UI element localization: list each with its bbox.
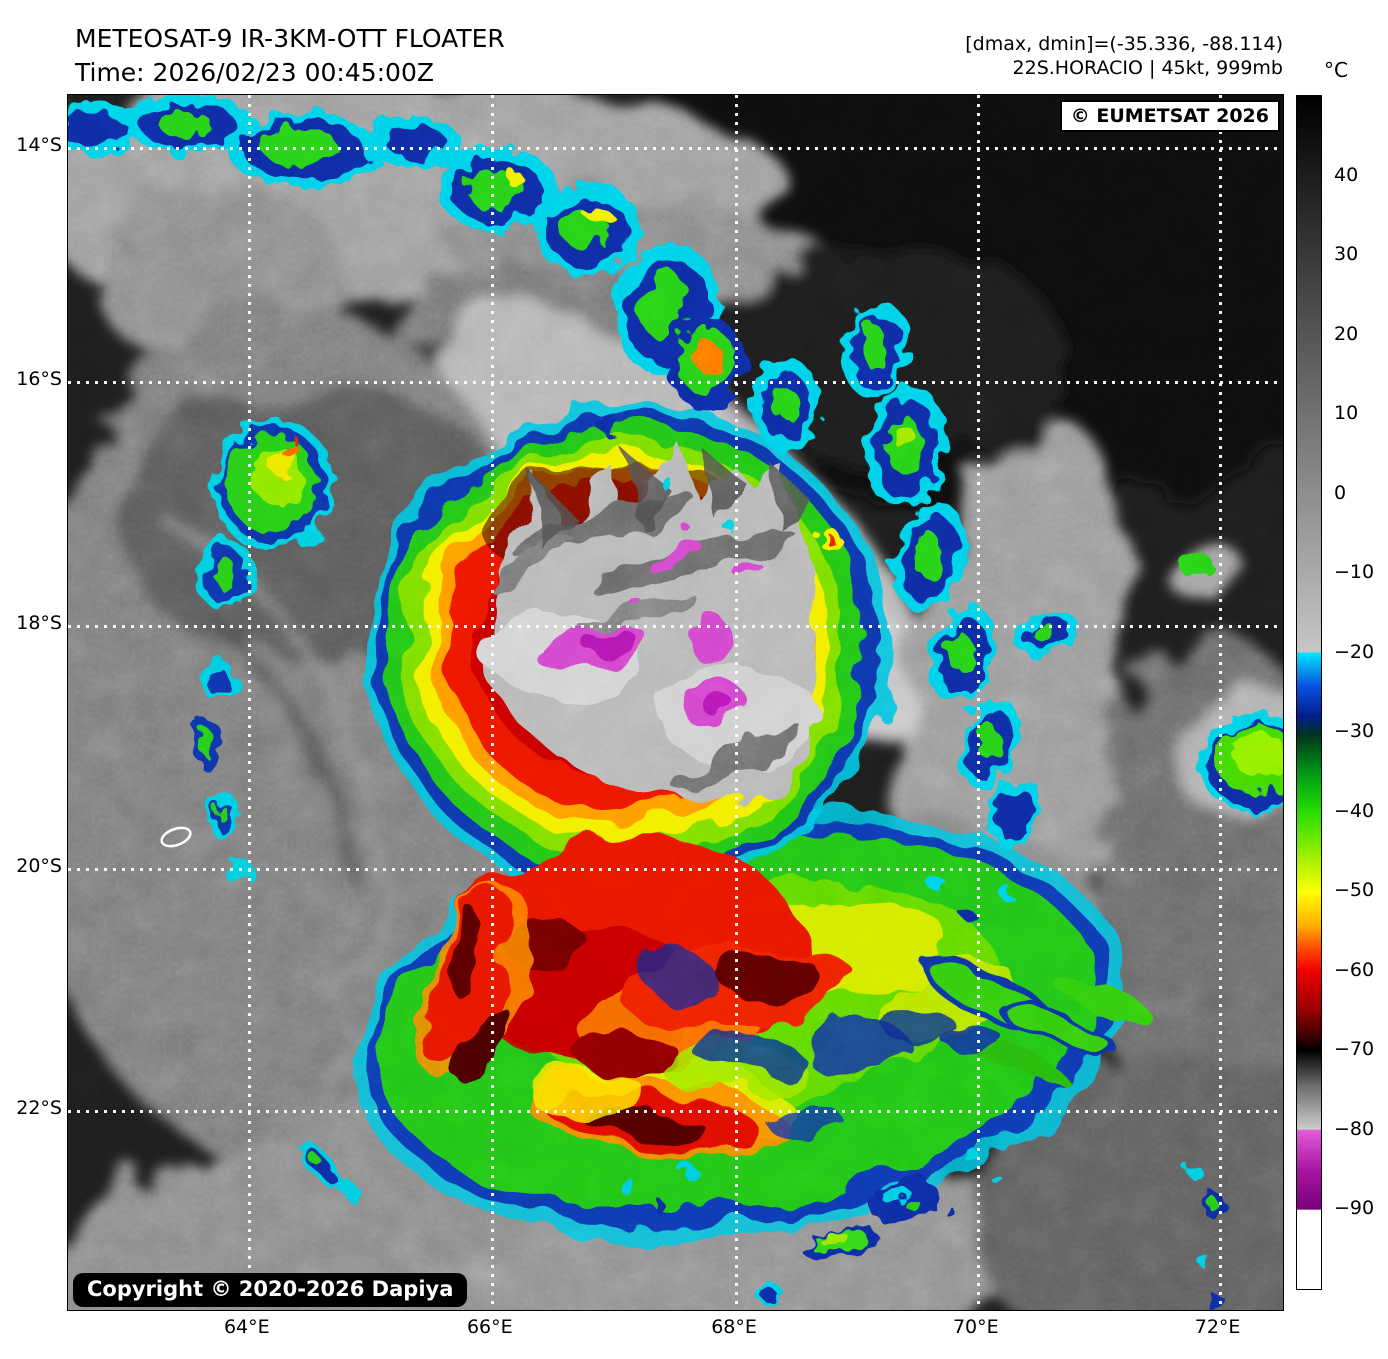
grid-overlay xyxy=(68,95,1283,1310)
lon-tick-label: 72°E xyxy=(1194,1316,1241,1338)
colorbar-tick-label: −70 xyxy=(1334,1038,1375,1061)
colorbar-tick-label: −50 xyxy=(1334,879,1375,902)
gridline-lat xyxy=(68,1109,1283,1113)
gridline-lon xyxy=(247,95,251,1310)
time-label: Time: 2026/02/23 00:45:00Z xyxy=(75,58,434,87)
lat-tick-label: 22°S xyxy=(16,1096,62,1119)
lon-tick-label: 66°E xyxy=(466,1316,513,1338)
colorbar-unit-label: °C xyxy=(1324,58,1348,82)
storm-info-label: 22S.HORACIO | 45kt, 999mb xyxy=(1012,57,1283,79)
gridline-lat xyxy=(68,147,1283,151)
colorbar-tick-label: −90 xyxy=(1334,1197,1375,1220)
satellite-map: © EUMETSAT 2026 Copyright © 2020-2026 Da… xyxy=(67,94,1284,1311)
lat-tick-label: 14°S xyxy=(16,134,62,157)
colorbar-tick-label: −10 xyxy=(1334,561,1375,584)
gridline-lat xyxy=(68,624,1283,628)
gridline-lon xyxy=(976,95,980,1310)
colorbar-tick-label: −20 xyxy=(1334,640,1375,663)
title-block: METEOSAT-9 IR-3KM-OTT FLOATER Time: 2026… xyxy=(75,22,505,90)
colorbar-tick-label: 0 xyxy=(1334,481,1347,504)
eumetsat-badge: © EUMETSAT 2026 xyxy=(1059,100,1280,132)
colorbar-tick-label: 10 xyxy=(1334,402,1359,425)
colorbar-tick-label: 30 xyxy=(1334,243,1359,266)
header-right: [dmax, dmin]=(-35.336, -88.114) 22S.HORA… xyxy=(965,32,1283,80)
page-title: METEOSAT-9 IR-3KM-OTT FLOATER xyxy=(75,24,505,53)
colorbar-tick-label: −30 xyxy=(1334,720,1375,743)
gridline-lat xyxy=(68,867,1283,871)
gridline-lat xyxy=(68,380,1283,384)
dmax-dmin-label: [dmax, dmin]=(-35.336, -88.114) xyxy=(965,33,1283,55)
copyright-badge: Copyright © 2020-2026 Dapiya xyxy=(73,1273,468,1307)
gridline-lon xyxy=(490,95,494,1310)
colorbar-tick-label: −60 xyxy=(1334,958,1375,981)
gridline-lon xyxy=(735,95,739,1310)
pixel-grain-texture xyxy=(68,95,1283,1310)
lon-tick-label: 70°E xyxy=(952,1316,999,1338)
lon-tick-label: 64°E xyxy=(223,1316,270,1338)
lon-tick-label: 68°E xyxy=(711,1316,757,1338)
colorbar-tick-label: 40 xyxy=(1334,163,1359,186)
colorbar-tick-label: 20 xyxy=(1334,322,1359,345)
lat-tick-label: 16°S xyxy=(16,367,62,390)
lat-tick-label: 18°S xyxy=(16,611,62,634)
temperature-colorbar xyxy=(1296,95,1322,1290)
colorbar-tick-label: −80 xyxy=(1334,1117,1375,1140)
gridline-lon xyxy=(1218,95,1222,1310)
satellite-image xyxy=(68,95,1283,1310)
lat-tick-label: 20°S xyxy=(16,854,62,877)
colorbar-tick-label: −40 xyxy=(1334,799,1375,822)
